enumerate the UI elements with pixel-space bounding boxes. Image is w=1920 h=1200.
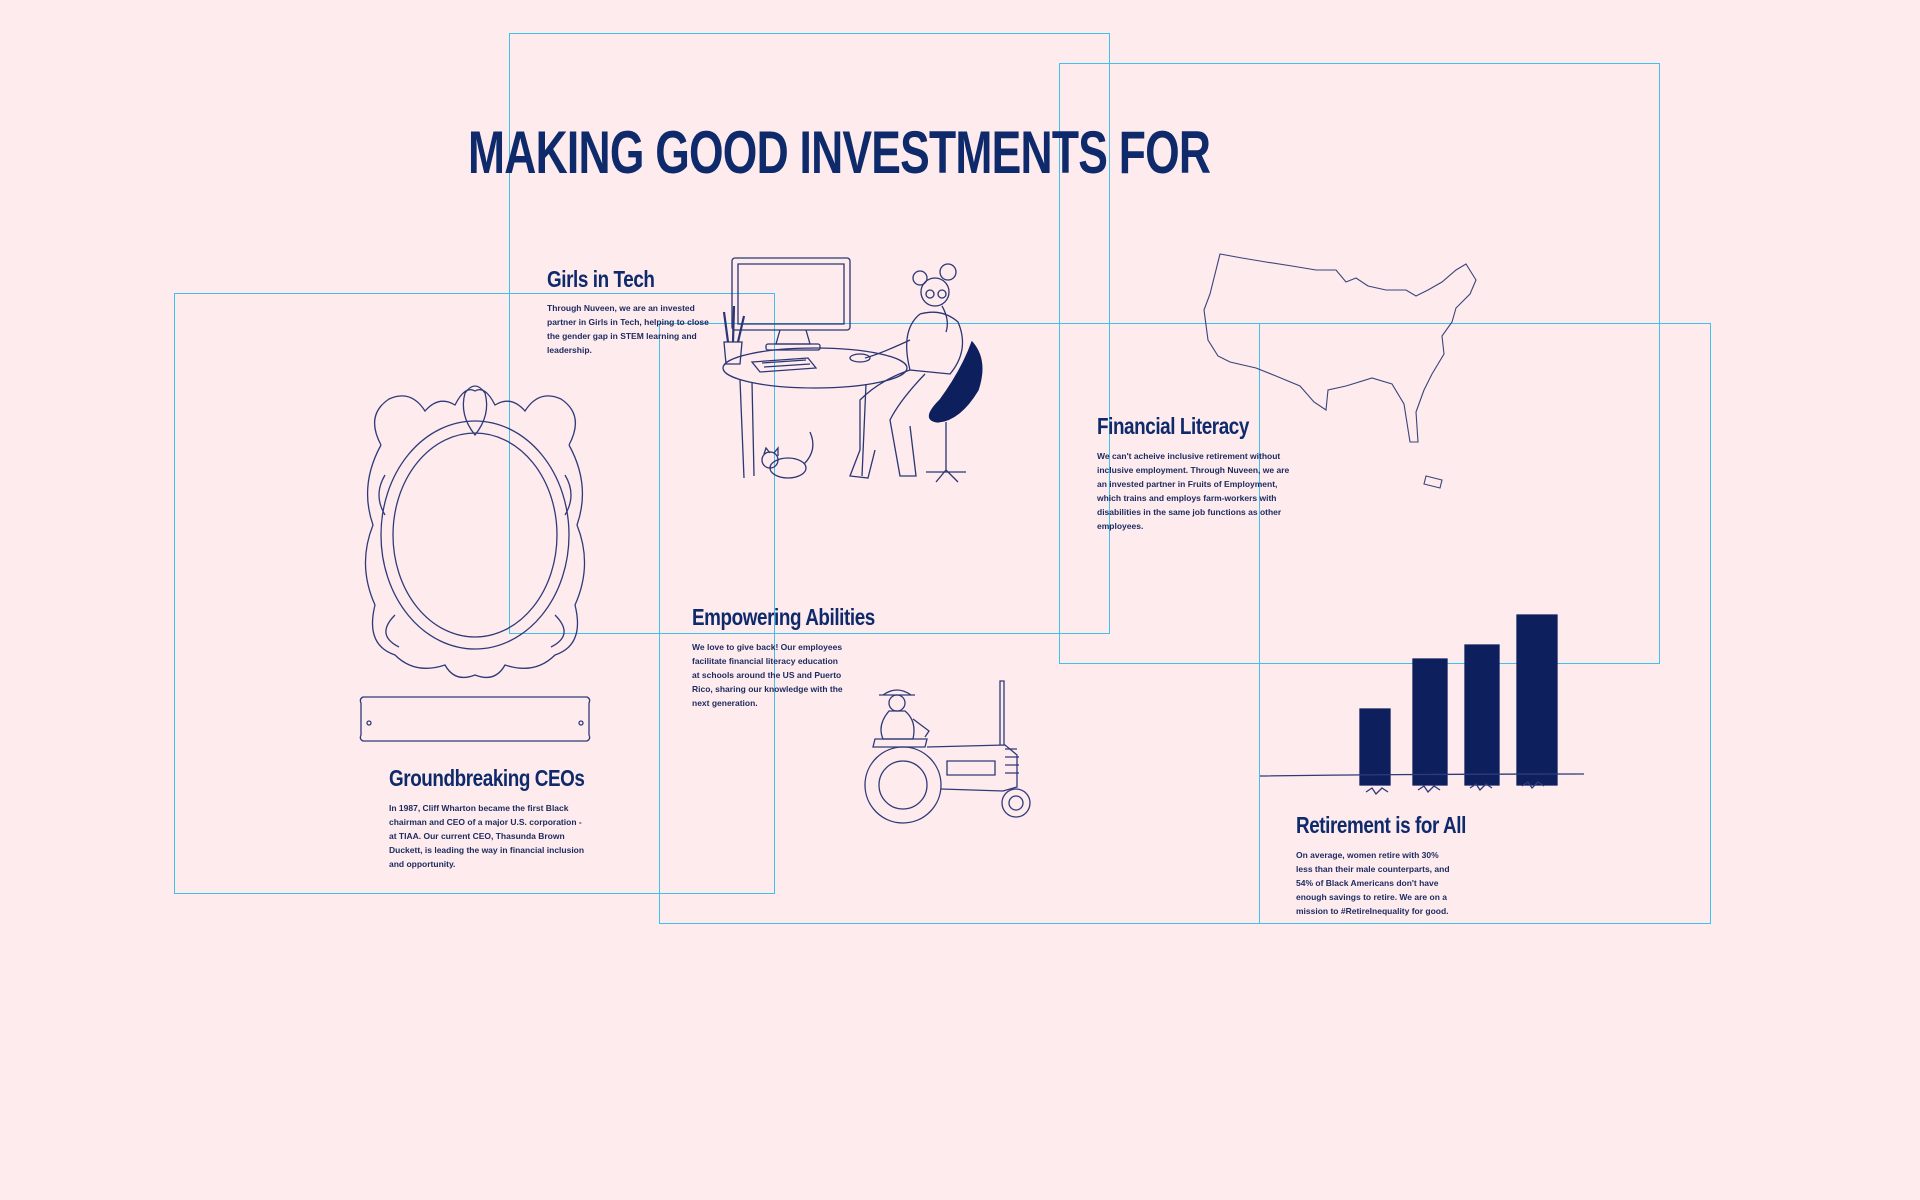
groundbreaking-ceos-body: In 1987, Cliff Wharton became the first … [389, 803, 585, 869]
retirement-body: On average, women retire with 30% less t… [1296, 850, 1450, 916]
groundbreaking-ceos-title: Groundbreaking CEOs [389, 765, 585, 791]
retirement-title: Retirement is for All [1296, 812, 1466, 838]
empowering-abilities-title: Empowering Abilities [692, 604, 875, 630]
page-headline: MAKING GOOD INVESTMENTS FOR [468, 119, 1211, 186]
financial-literacy-body: We can't acheive inclusive retirement wi… [1097, 451, 1290, 531]
empowering-abilities-body: We love to give back! Our employees faci… [692, 642, 843, 708]
girl-at-computer-illustration [710, 250, 1000, 490]
bar-chart-illustration [1258, 610, 1588, 800]
farmer-on-tractor-illustration [855, 675, 1035, 825]
girls-in-tech-title: Girls in Tech [547, 266, 655, 292]
girls-in-tech-body: Through Nuveen, we are an invested partn… [547, 303, 709, 355]
us-map-illustration [1196, 250, 1526, 490]
ornate-frame-illustration [355, 385, 595, 745]
financial-literacy-title: Financial Literacy [1097, 413, 1249, 439]
